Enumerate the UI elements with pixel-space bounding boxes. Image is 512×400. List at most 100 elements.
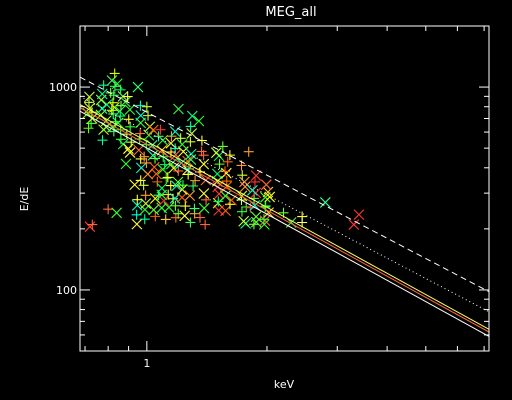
data-point [173,208,184,219]
data-point [238,215,250,227]
data-point [245,202,256,213]
model-curve-solid [79,110,490,337]
data-point [353,209,365,221]
data-point [83,123,94,134]
data-point [150,168,162,180]
data-point [198,158,210,170]
data-point [135,100,146,111]
data-point [221,176,232,187]
y-axis-label: E/dE [18,187,31,212]
model-curve-dashed [79,76,490,293]
data-point [185,217,196,228]
data-point [196,146,207,157]
data-point [260,191,271,203]
data-point [163,201,175,213]
data-point [186,128,198,139]
data-point [148,204,160,216]
data-point [147,149,159,161]
data-point [135,110,147,121]
data-point [186,110,198,122]
data-point [97,135,108,146]
data-point [159,159,170,170]
data-point [179,210,191,222]
data-point [165,137,177,149]
data-point [214,159,225,170]
data-point [156,182,168,194]
data-point [150,211,161,222]
data-point [112,117,124,129]
data-point [114,105,126,117]
y-tick-label: 1000 [49,81,77,94]
data-point [262,186,274,198]
data-point [175,133,186,144]
data-point [185,121,196,132]
data-point [109,101,120,113]
data-point [111,78,123,90]
data-point [260,179,272,191]
data-point [198,188,210,199]
data-point [170,200,181,211]
data-point [188,181,199,192]
data-point [195,212,206,223]
data-point [109,68,120,79]
data-point [84,221,96,233]
data-point [189,203,200,214]
data-point [236,206,247,217]
data-point [131,200,143,211]
data-point [115,111,126,122]
data-point [143,129,155,141]
data-point [220,167,232,179]
data-point [106,75,118,86]
data-point [165,158,177,170]
data-point [135,128,146,139]
data-point [124,147,136,158]
data-point [258,218,270,230]
data-point [147,124,159,136]
data-point [348,219,360,230]
chart-title: MEG_all [265,5,316,20]
data-point [138,180,149,191]
data-point [243,146,254,157]
data-point [217,141,228,152]
data-point [96,103,108,114]
model-curve-solid [79,107,490,333]
data-point [250,176,261,187]
data-point [140,198,152,209]
x-axis-label: keV [274,378,295,391]
data-point [148,161,160,173]
x-tick-label: 1 [143,357,150,370]
data-point [211,168,223,180]
data-point [246,184,258,196]
data-point [185,136,196,147]
data-point [161,173,172,184]
data-point [224,150,235,161]
data-point [319,197,331,208]
data-point [168,193,179,204]
data-point [166,131,177,142]
data-point [120,158,132,170]
data-point [140,190,151,201]
data-point [222,156,233,167]
data-point [158,195,170,207]
data-point [184,190,196,202]
y-tick-label: 100 [56,284,77,297]
data-point [182,155,193,167]
model-curve-solid [79,104,490,330]
data-point [173,165,184,176]
data-point [103,204,114,215]
data-point [96,88,108,100]
data-point [131,218,143,230]
data-point [155,124,166,135]
data-point [176,184,188,195]
data-point [160,214,171,225]
data-point [259,215,271,226]
data-point [176,138,188,150]
data-point [220,205,232,217]
data-point [162,172,173,183]
data-point [156,144,168,156]
data-point [152,176,163,187]
data-point [125,121,136,132]
data-point [101,99,113,110]
plot-area [79,68,490,337]
